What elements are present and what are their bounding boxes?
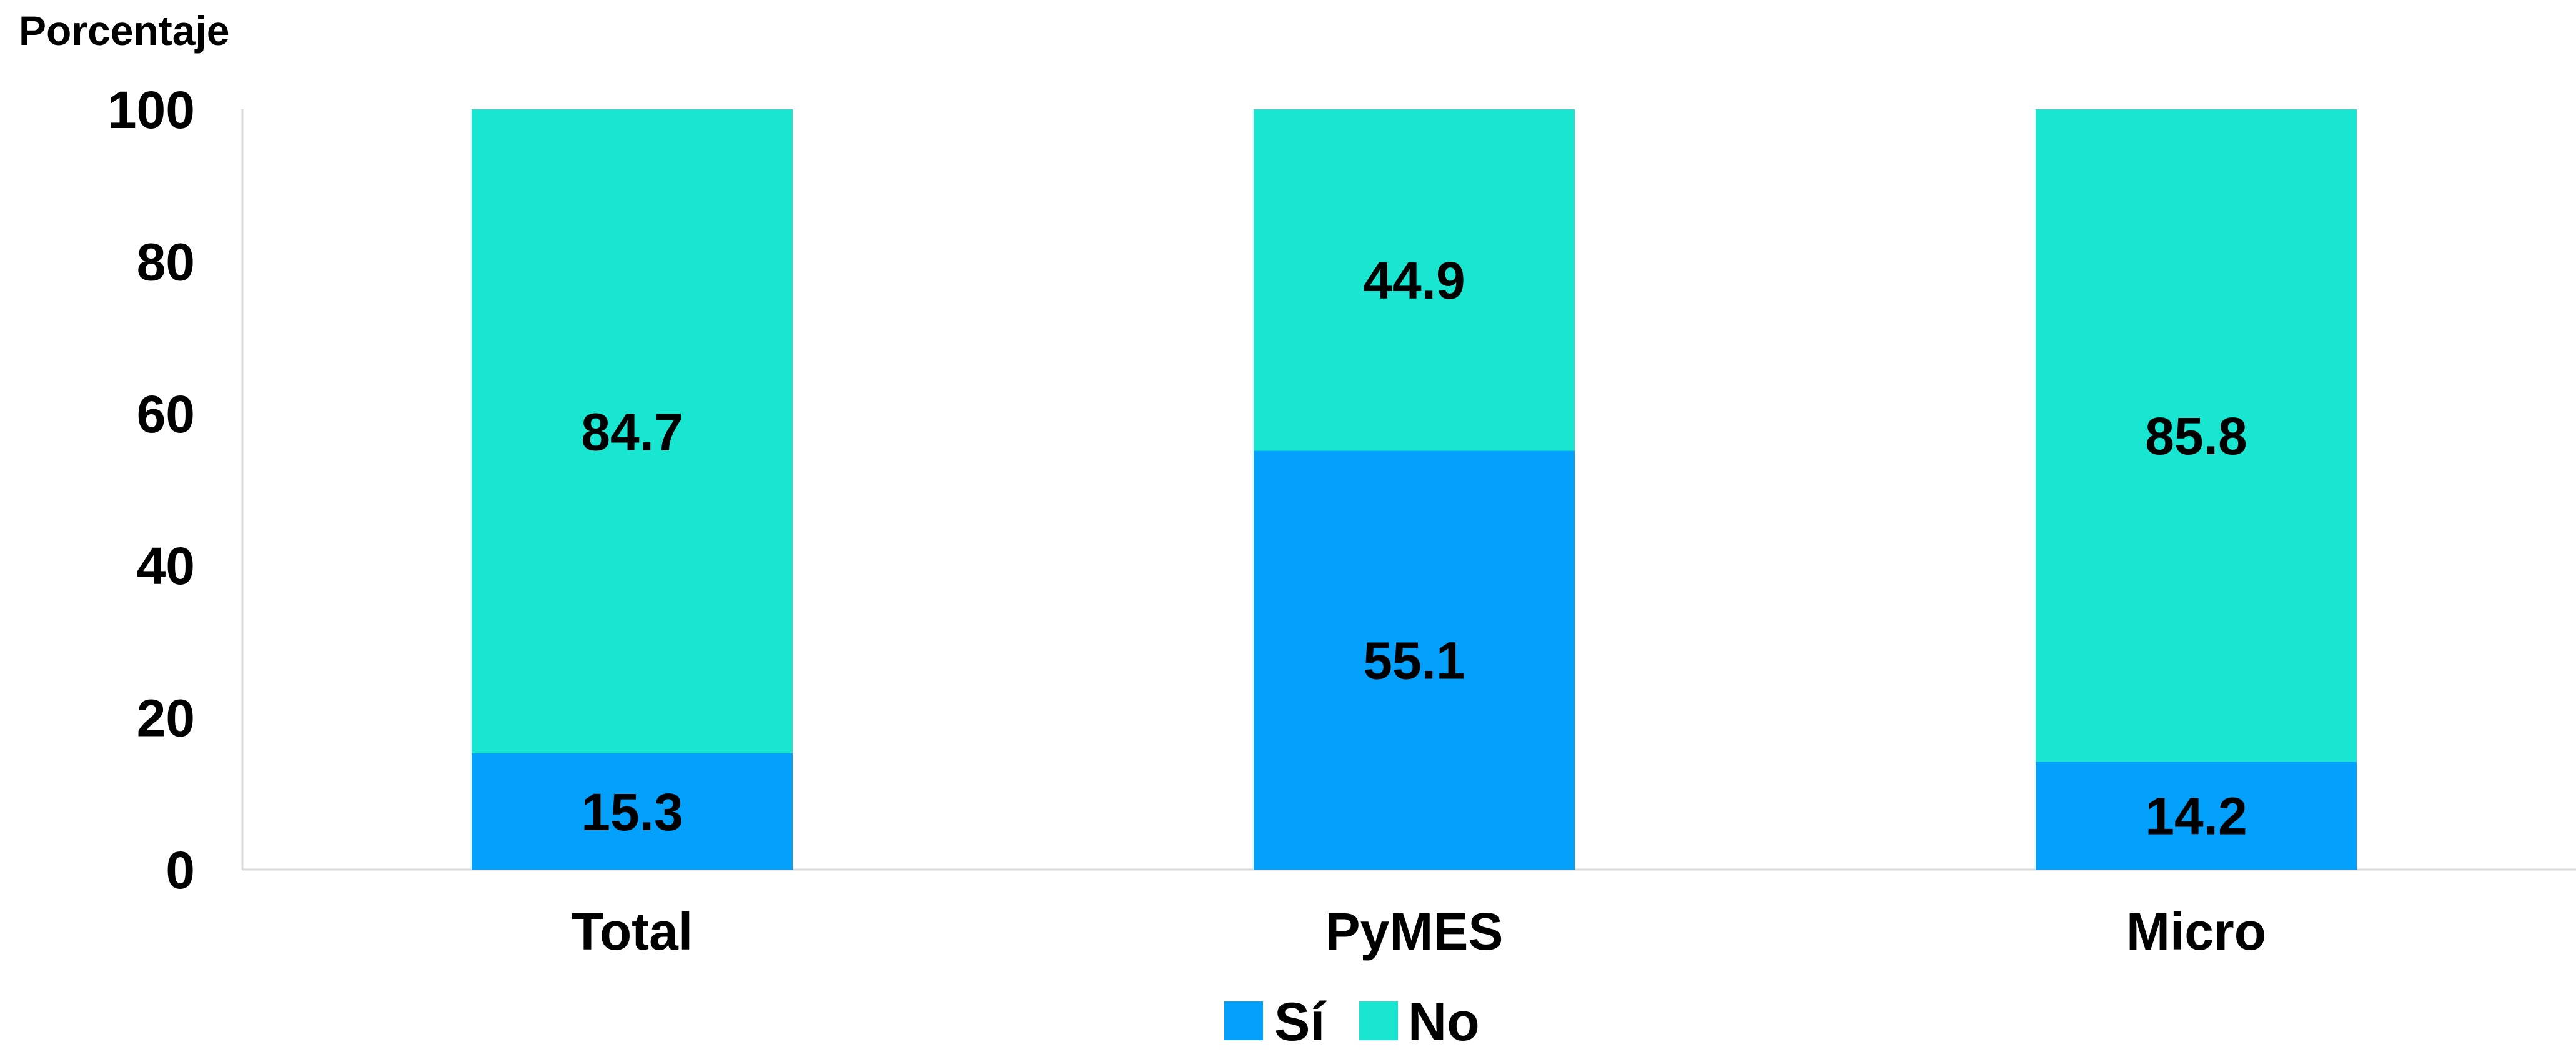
y-tick-label: 80 [137,232,195,291]
x-category-label: PyMES [1325,902,1503,961]
y-tick-label: 100 [107,81,195,139]
y-axis-label: Porcentaje [19,7,229,54]
bar-segment [472,753,793,870]
legend-label: No [1408,992,1480,1052]
legend-swatch [1224,1001,1263,1040]
y-tick-label: 0 [166,841,195,900]
data-label: 85.8 [2145,407,2247,465]
data-label: 15.3 [581,783,683,841]
bar-segment [2036,109,2357,762]
bar-segment [1254,109,1575,451]
data-label: 55.1 [1363,632,1465,690]
bar-segment [1254,450,1575,870]
x-category-label: Total [572,902,693,961]
y-tick-label: 60 [137,385,195,444]
bars [472,109,2357,870]
data-label: 44.9 [1363,251,1465,310]
legend-swatch [1359,1001,1398,1040]
x-category-label: Micro [2126,902,2266,961]
data-label: 84.7 [581,402,683,461]
data-label: 14.2 [2145,787,2247,846]
bar-segment [2036,762,2357,870]
bar-segment [472,109,793,753]
y-tick-label: 40 [137,537,195,595]
y-tick-label: 20 [137,689,195,748]
data-labels: 15.3 84.7 55.1 44.9 14.2 85.8 [581,251,2247,845]
legend: Sí No [1224,992,1480,1052]
legend-label: Sí [1274,992,1327,1052]
axes: 0 20 40 60 80 100 Total PyMES Micro [107,81,2576,961]
